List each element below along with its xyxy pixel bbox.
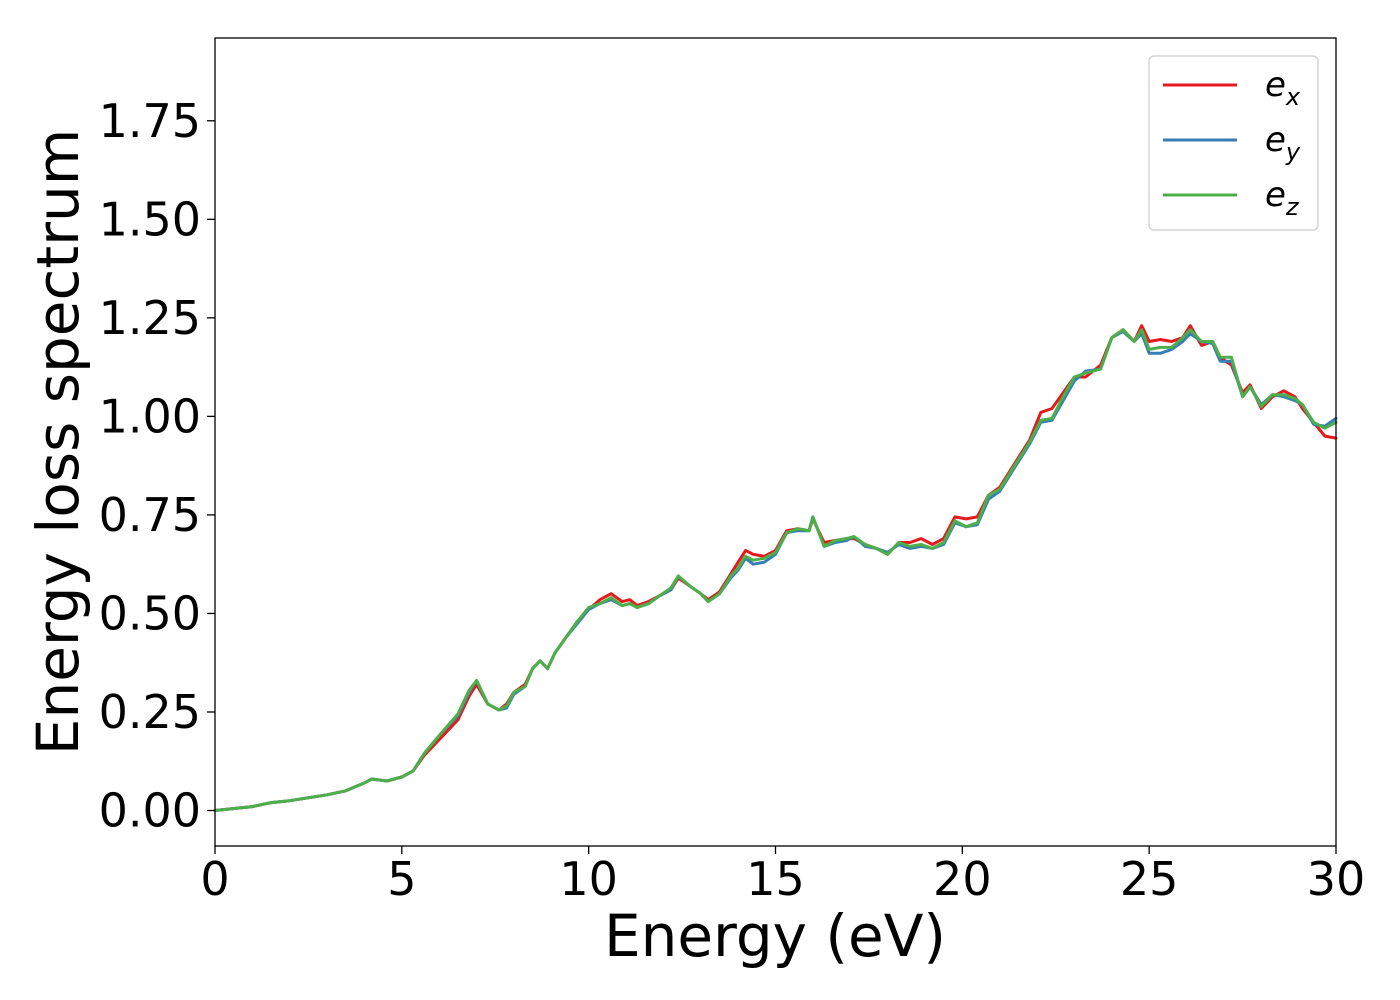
x-tick-label: 30 (1307, 852, 1366, 906)
x-tick-label: 5 (387, 852, 416, 906)
x-tick-label: 0 (200, 852, 229, 906)
y-tick-label: 0.00 (99, 784, 201, 838)
ticks-layer: 0 5 10 15 20 25 30 0.00 0.25 0.50 0.75 1.00 1.25 1.50… (99, 94, 1366, 906)
x-tick-label: 20 (933, 852, 992, 906)
x-tick-label: 10 (559, 852, 618, 906)
x-tick-label: 25 (1120, 852, 1179, 906)
y-axis-title: Energy loss spectrum (24, 129, 92, 755)
series-layer (213, 324, 1338, 812)
y-tick-label: 1.25 (99, 291, 201, 345)
series-line-ez (213, 328, 1338, 812)
x-tick-label: 15 (746, 852, 805, 906)
legend-label-ey: ey (1265, 120, 1301, 166)
legend: ex ey ez (1148, 55, 1319, 231)
legend-label-ex: ex (1265, 65, 1301, 111)
y-tick-label: 0.25 (99, 685, 201, 739)
series-line-ey (213, 330, 1338, 812)
y-tick-label: 0.50 (99, 586, 201, 640)
y-tick-label: 1.50 (99, 192, 201, 246)
y-tick-label: 0.75 (99, 488, 201, 542)
legend-frame (1148, 55, 1319, 231)
x-axis-title: Energy (eV) (604, 902, 946, 970)
series-line-ex (213, 324, 1338, 812)
y-tick-label: 1.00 (99, 389, 201, 443)
y-tick-label: 1.75 (99, 94, 201, 148)
legend-label-ez: ez (1265, 175, 1300, 221)
